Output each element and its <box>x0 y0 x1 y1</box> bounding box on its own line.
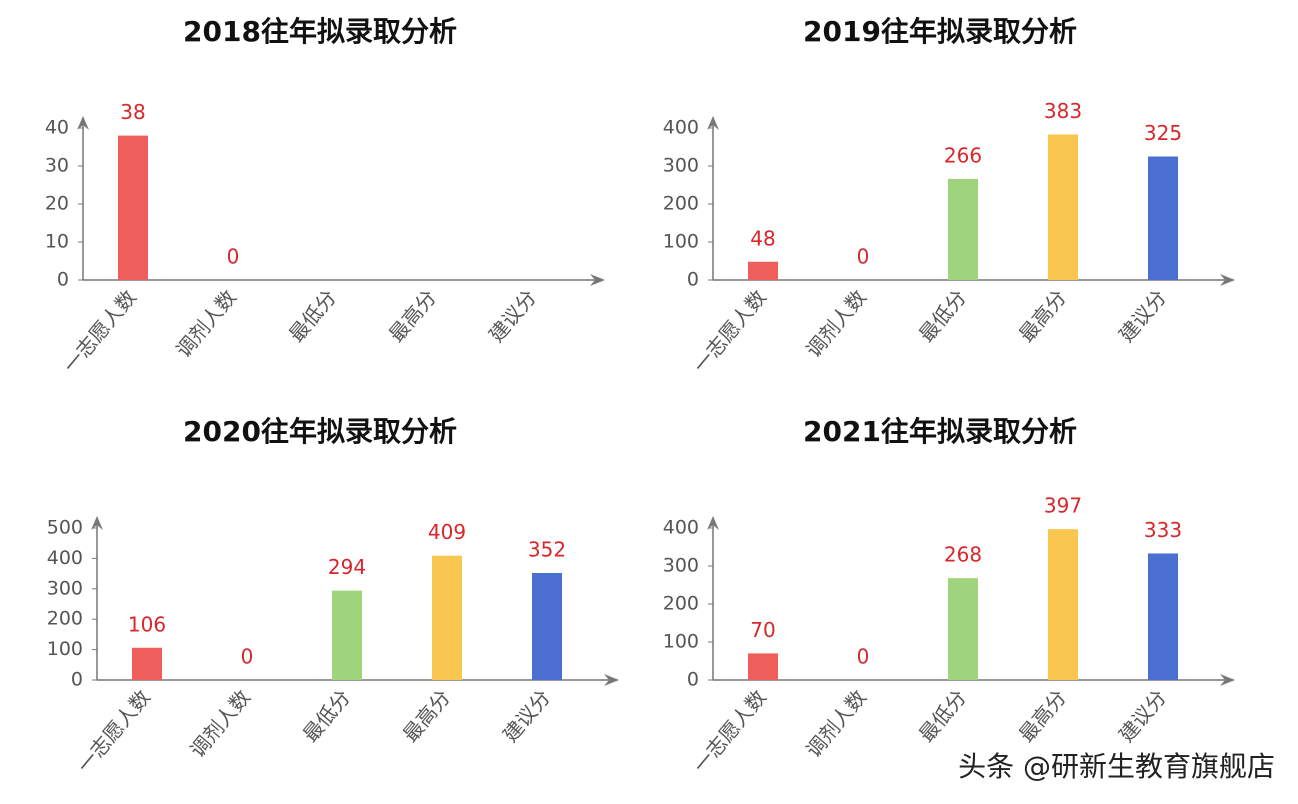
y-tick-label: 100 <box>663 231 699 253</box>
y-tick-label: 0 <box>71 669 83 691</box>
value-label: 48 <box>750 226 775 250</box>
x-axis-arrow <box>604 674 619 686</box>
value-label: 0 <box>241 645 254 669</box>
value-label: 325 <box>1144 121 1182 145</box>
x-axis-arrow <box>1220 674 1235 686</box>
value-label: 268 <box>944 543 982 567</box>
y-tick-label: 200 <box>663 593 699 615</box>
value-label: 333 <box>1144 518 1182 542</box>
y-tick-label: 300 <box>663 155 699 177</box>
y-axis-arrow <box>707 116 719 130</box>
value-label: 0 <box>857 645 870 669</box>
bar <box>948 578 978 680</box>
chart-title: 2018往年拟录取分析 <box>183 15 457 48</box>
y-tick-label: 10 <box>45 231 69 253</box>
y-tick-label: 300 <box>663 555 699 577</box>
y-tick-label: 400 <box>663 117 699 139</box>
bar <box>748 653 778 680</box>
bar <box>1148 156 1178 280</box>
y-tick-label: 400 <box>663 517 699 539</box>
value-label: 0 <box>857 245 870 269</box>
chart-title: 2021往年拟录取分析 <box>803 415 1077 448</box>
value-label: 383 <box>1044 99 1082 123</box>
bar <box>332 590 362 680</box>
y-tick-label: 500 <box>47 517 83 539</box>
bar <box>948 178 978 280</box>
bar <box>432 555 462 680</box>
bar <box>132 647 162 680</box>
value-label: 70 <box>750 618 775 642</box>
y-tick-label: 0 <box>687 669 699 691</box>
value-label: 397 <box>1044 494 1082 518</box>
y-tick-label: 20 <box>45 193 69 215</box>
value-label: 409 <box>428 520 466 544</box>
x-axis-arrow <box>590 274 605 286</box>
watermark: 头条 @研新生教育旗舰店 <box>958 750 1275 783</box>
bar <box>748 261 778 280</box>
y-tick-label: 100 <box>47 638 83 660</box>
value-label: 106 <box>128 612 166 636</box>
y-axis-arrow <box>707 516 719 530</box>
bar <box>1148 553 1178 680</box>
value-label: 0 <box>227 245 240 269</box>
y-tick-label: 200 <box>663 193 699 215</box>
y-axis-arrow <box>91 516 103 530</box>
bar <box>1048 529 1078 680</box>
y-tick-label: 0 <box>57 269 69 291</box>
chart-title: 2020往年拟录取分析 <box>183 415 457 448</box>
chart-title: 2019往年拟录取分析 <box>803 15 1077 48</box>
y-tick-label: 0 <box>687 269 699 291</box>
y-tick-label: 300 <box>47 577 83 599</box>
x-axis-arrow <box>1220 274 1235 286</box>
value-label: 38 <box>120 100 145 124</box>
y-tick-label: 200 <box>47 608 83 630</box>
value-label: 352 <box>528 537 566 561</box>
value-label: 266 <box>944 143 982 167</box>
y-axis-arrow <box>77 116 89 130</box>
bar <box>532 572 562 680</box>
y-tick-label: 40 <box>45 117 69 139</box>
y-tick-label: 30 <box>45 155 69 177</box>
bar <box>1048 134 1078 280</box>
y-tick-label: 100 <box>663 631 699 653</box>
value-label: 294 <box>328 555 366 579</box>
bar <box>118 135 148 280</box>
y-tick-label: 400 <box>47 547 83 569</box>
